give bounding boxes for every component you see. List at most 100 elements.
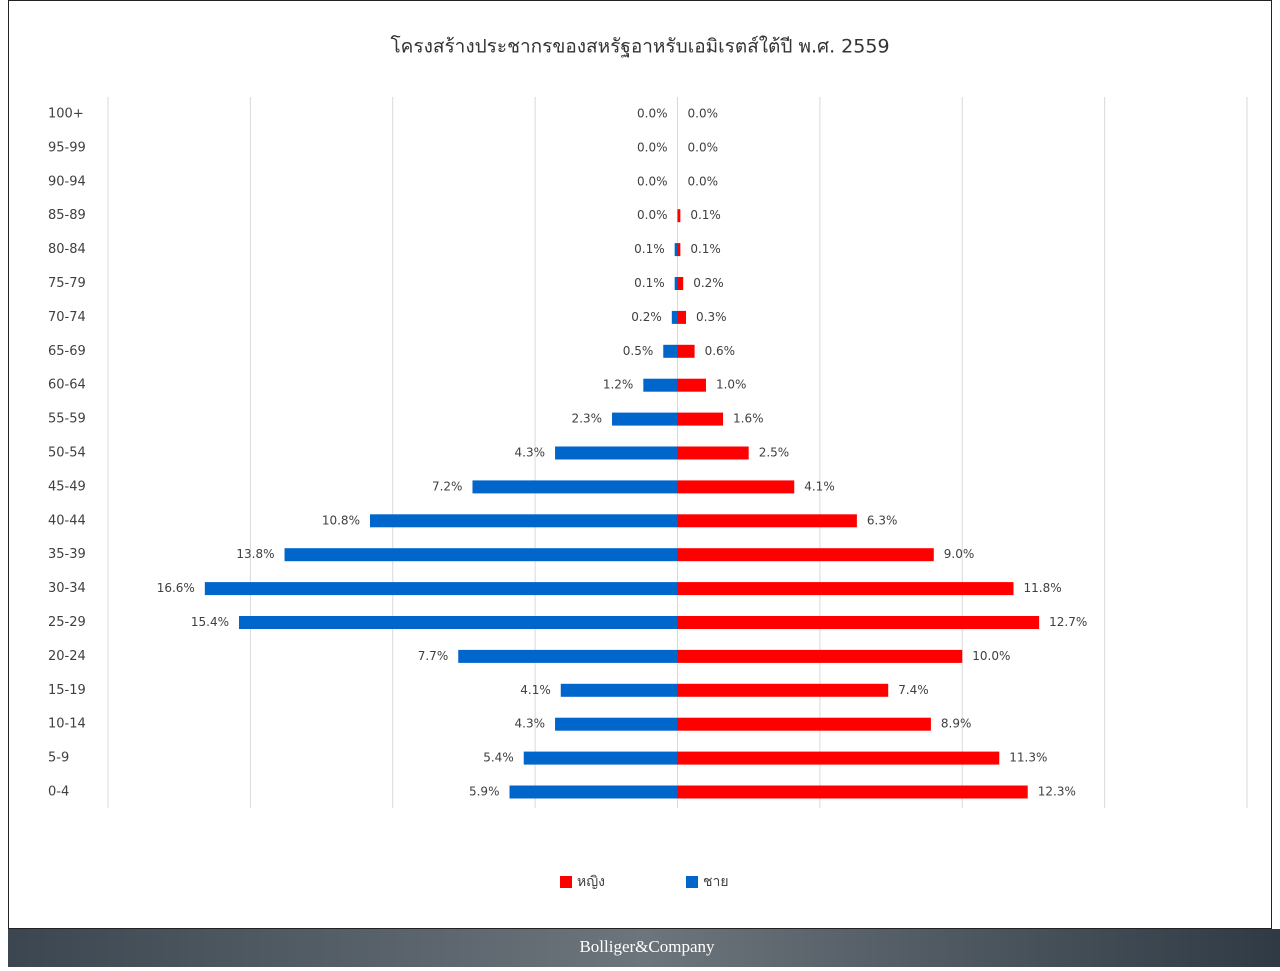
bar <box>238 616 678 629</box>
value-label: 0.0% <box>637 208 668 222</box>
legend-swatch <box>560 876 572 888</box>
value-label: 4.3% <box>515 446 546 460</box>
value-label: 0.2% <box>693 276 724 290</box>
value-label: 10.0% <box>972 649 1010 663</box>
value-label: 2.5% <box>759 446 790 460</box>
bar <box>677 277 684 290</box>
y-tick-label: 50-54 <box>48 446 86 461</box>
y-tick-label: 85-89 <box>48 208 86 223</box>
value-label: 0.1% <box>690 208 721 222</box>
value-label: 0.0% <box>688 107 719 121</box>
value-label: 6.3% <box>867 513 898 527</box>
y-tick-label: 0-4 <box>48 785 69 800</box>
bar <box>284 548 678 562</box>
value-label: 7.7% <box>418 649 449 663</box>
bar <box>555 717 678 731</box>
value-label: 0.3% <box>696 310 727 324</box>
bar <box>509 785 678 799</box>
value-label: 9.0% <box>944 547 975 561</box>
bar <box>472 480 678 494</box>
bar <box>677 548 934 562</box>
bar <box>677 717 931 731</box>
bar <box>677 344 695 358</box>
value-label: 0.0% <box>637 174 668 188</box>
value-label: 0.0% <box>637 107 668 121</box>
chart-frame <box>8 0 1272 929</box>
value-label: 0.1% <box>634 242 665 256</box>
value-label: 10.8% <box>322 513 360 527</box>
value-label: 0.2% <box>631 310 662 324</box>
bar <box>677 310 687 324</box>
bar <box>369 514 678 528</box>
y-tick-label: 65-69 <box>48 344 86 359</box>
y-tick-label: 60-64 <box>48 378 86 393</box>
y-tick-label: 20-24 <box>48 649 86 664</box>
value-label: 0.0% <box>688 174 719 188</box>
value-label: 11.8% <box>1024 581 1062 595</box>
value-label: 5.9% <box>469 785 500 799</box>
value-label: 8.9% <box>941 717 972 731</box>
y-tick-label: 90-94 <box>48 174 86 189</box>
bar <box>555 446 678 460</box>
y-tick-label: 10-14 <box>48 717 86 732</box>
value-label: 0.0% <box>688 140 719 154</box>
bar <box>677 785 1028 799</box>
bar <box>204 582 678 596</box>
bar <box>671 310 678 324</box>
legend-swatch <box>686 876 698 888</box>
legend-label: ชาย <box>703 874 729 890</box>
footer-band <box>8 929 1280 967</box>
value-label: 16.6% <box>157 581 195 595</box>
y-tick-label: 55-59 <box>48 412 86 427</box>
value-label: 12.3% <box>1038 785 1076 799</box>
bar <box>677 446 749 460</box>
y-tick-label: 30-34 <box>48 581 86 596</box>
value-label: 0.1% <box>690 242 721 256</box>
footer-brand: Bolliger&Company <box>579 937 715 956</box>
bar <box>458 649 678 663</box>
value-label: 1.6% <box>733 412 764 426</box>
y-tick-label: 35-39 <box>48 547 86 562</box>
value-label: 0.6% <box>705 344 736 358</box>
y-tick-label: 45-49 <box>48 479 86 494</box>
bar <box>677 649 963 663</box>
value-label: 0.1% <box>634 276 665 290</box>
value-label: 4.1% <box>520 683 551 697</box>
bar <box>674 277 678 290</box>
bar <box>677 616 1040 629</box>
bar <box>612 412 678 426</box>
bar <box>663 344 678 358</box>
chart-title: โครงสร้างประชากรของสหรัฐอาหรับเอมิเรตส์ใ… <box>390 35 889 58</box>
y-tick-label: 100+ <box>48 107 84 122</box>
value-label: 1.2% <box>603 378 634 392</box>
value-label: 12.7% <box>1049 615 1087 629</box>
value-label: 4.1% <box>804 479 835 493</box>
bar <box>677 683 889 697</box>
bar <box>677 480 795 494</box>
value-label: 4.3% <box>515 717 546 731</box>
y-tick-label: 15-19 <box>48 683 86 698</box>
y-tick-label: 80-84 <box>48 242 86 257</box>
y-tick-label: 70-74 <box>48 310 86 325</box>
y-tick-label: 75-79 <box>48 276 86 291</box>
value-label: 0.5% <box>623 344 654 358</box>
bar <box>643 378 678 392</box>
value-label: 7.4% <box>898 683 929 697</box>
bar <box>677 582 1014 596</box>
bar <box>677 751 1000 765</box>
bar <box>677 412 724 426</box>
bar <box>677 243 681 257</box>
legend-label: หญิง <box>577 874 605 890</box>
bar <box>677 378 706 392</box>
bar <box>523 751 678 765</box>
value-label: 1.0% <box>716 378 747 392</box>
bar <box>677 209 681 223</box>
value-label: 7.2% <box>432 479 463 493</box>
bar <box>677 514 857 528</box>
bar <box>674 243 678 257</box>
value-label: 0.0% <box>637 140 668 154</box>
y-tick-label: 95-99 <box>48 140 86 155</box>
bar <box>560 683 678 697</box>
